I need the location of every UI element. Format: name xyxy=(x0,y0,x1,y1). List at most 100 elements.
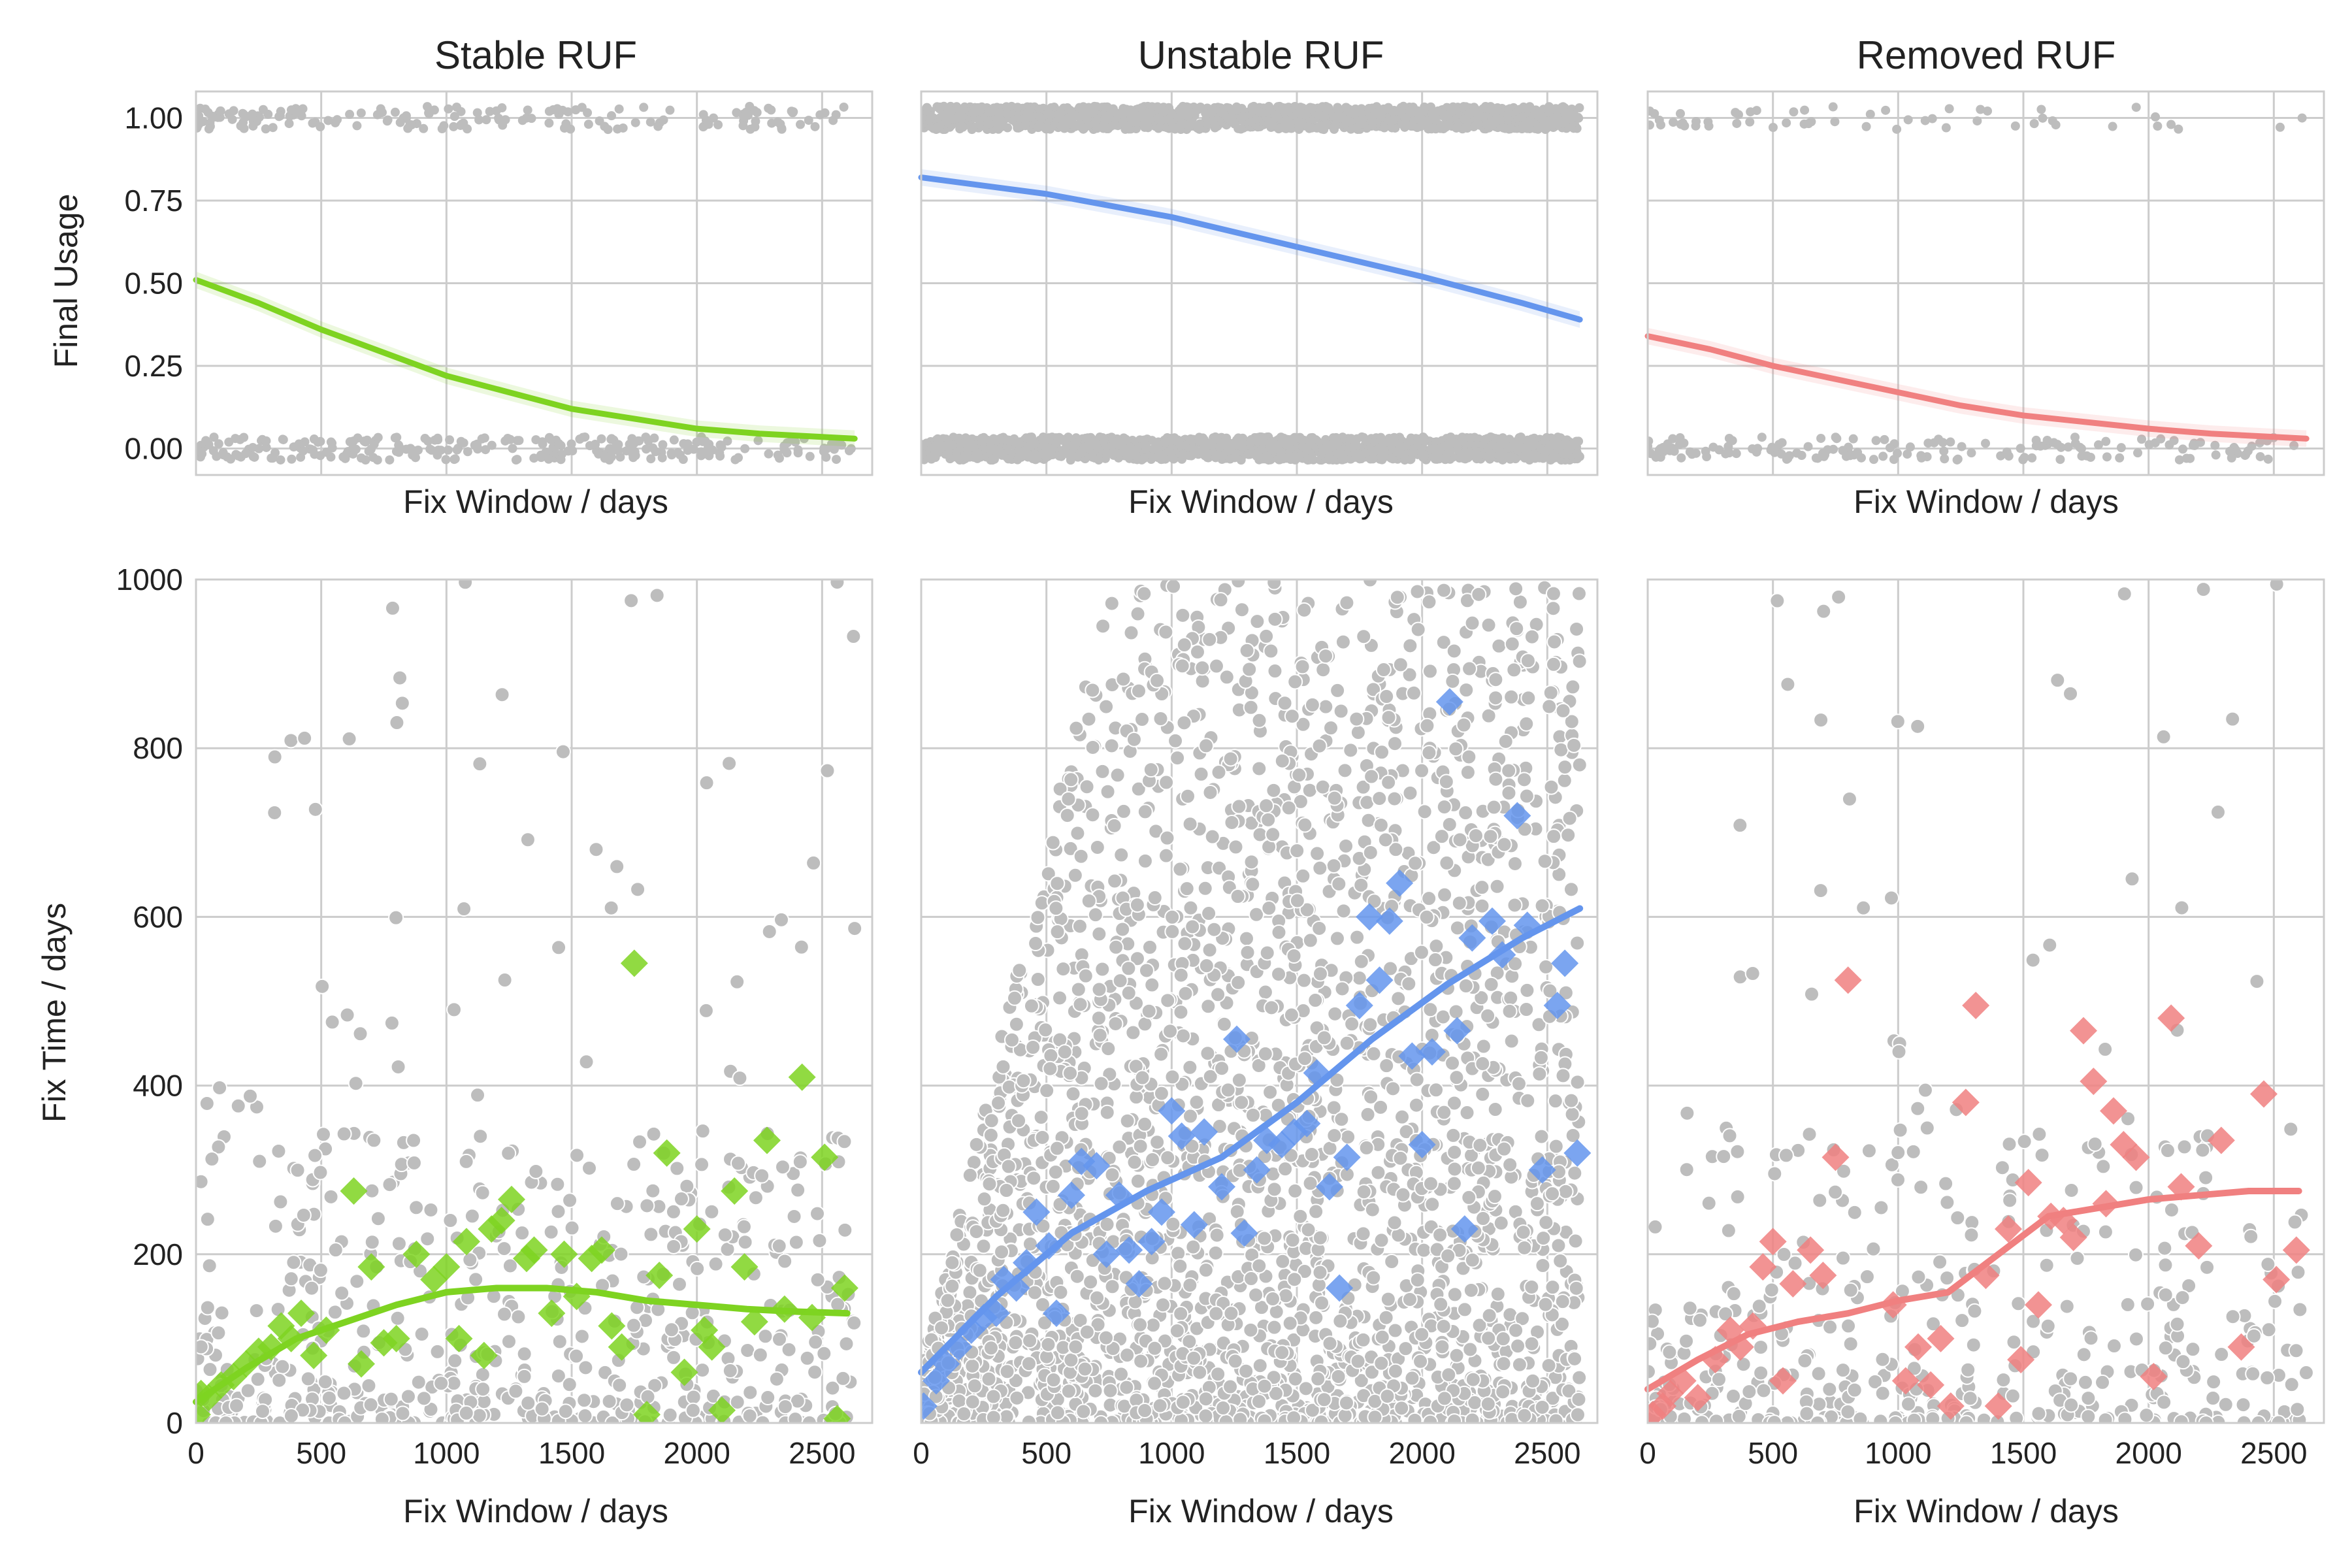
observation-point xyxy=(1503,105,1513,114)
observation-point xyxy=(394,448,404,457)
observation-point xyxy=(1126,114,1135,123)
observation-point xyxy=(500,115,510,125)
median-diamond xyxy=(788,1063,816,1091)
observation-point xyxy=(1848,434,1858,444)
observation-point xyxy=(388,909,404,926)
observation-point xyxy=(932,122,942,132)
observation-point xyxy=(248,121,258,131)
observation-point xyxy=(781,1341,797,1358)
observation-point xyxy=(446,1002,462,1018)
y-tick-label: 0.75 xyxy=(124,184,183,218)
observation-point xyxy=(685,1389,702,1405)
observation-point xyxy=(1123,123,1133,133)
observation-point xyxy=(238,108,248,118)
observation-point xyxy=(1226,438,1236,448)
observation-point xyxy=(645,1183,661,1199)
xlabel-top-removed: Fix Window / days xyxy=(1854,483,2119,520)
observation-point xyxy=(1211,453,1220,463)
observation-point xyxy=(363,1397,379,1413)
observation-point xyxy=(777,1399,793,1415)
scatter-points xyxy=(921,101,1584,465)
observation-point xyxy=(349,1273,365,1290)
title-removed-ruf: Removed RUF xyxy=(1857,33,2116,77)
title-stable-ruf: Stable RUF xyxy=(434,33,637,77)
observation-point xyxy=(361,1377,377,1394)
observation-point xyxy=(1331,436,1341,446)
observation-point xyxy=(1503,114,1512,124)
median-diamond xyxy=(608,1333,636,1361)
observation-point xyxy=(926,111,936,121)
observation-point xyxy=(975,120,985,129)
observation-point xyxy=(754,1168,770,1184)
observation-point xyxy=(1972,116,1982,126)
observation-point xyxy=(1669,446,1679,456)
observation-point xyxy=(1368,454,1378,464)
observation-point xyxy=(340,453,350,463)
observation-point xyxy=(204,124,214,134)
observation-point xyxy=(563,107,573,117)
observation-point xyxy=(1238,112,1248,122)
observation-point xyxy=(502,1258,518,1274)
observation-point xyxy=(764,449,774,459)
observation-point xyxy=(1311,435,1320,445)
observation-point xyxy=(1217,107,1226,117)
observation-point xyxy=(2102,452,2112,462)
observation-point xyxy=(1869,455,1879,465)
observation-point xyxy=(298,446,308,456)
observation-point xyxy=(1077,105,1087,115)
observation-point xyxy=(673,1191,689,1207)
observation-point xyxy=(704,1203,720,1220)
observation-point xyxy=(771,1331,787,1347)
observation-point xyxy=(1114,108,1124,118)
observation-point xyxy=(519,832,536,848)
plot-frame xyxy=(195,578,874,1424)
observation-point xyxy=(283,1408,299,1423)
observation-point xyxy=(550,1368,566,1384)
observation-point xyxy=(2181,453,2191,463)
observation-point xyxy=(204,1151,220,1168)
observation-point xyxy=(218,1415,234,1423)
observation-point xyxy=(1194,433,1204,442)
observation-point xyxy=(400,1388,416,1405)
observation-point xyxy=(1538,958,1554,975)
observation-point xyxy=(248,451,258,461)
observation-point xyxy=(2010,121,2020,131)
observation-point xyxy=(1804,119,1814,129)
observation-point xyxy=(267,1218,284,1234)
observation-point xyxy=(632,1134,648,1150)
observation-point xyxy=(2063,442,2073,452)
observation-point xyxy=(254,1403,270,1420)
observation-point xyxy=(1439,441,1449,451)
y-tick-label: 800 xyxy=(133,731,183,765)
observation-point xyxy=(1410,621,1426,638)
observation-point xyxy=(1465,433,1475,443)
observation-point xyxy=(979,433,988,442)
observation-point xyxy=(2027,453,2037,463)
observation-point xyxy=(788,1234,804,1250)
median-diamond xyxy=(498,1185,525,1213)
observation-point xyxy=(529,453,539,463)
observation-point xyxy=(1446,1286,1463,1303)
observation-point xyxy=(1376,433,1386,442)
observation-point xyxy=(1881,105,1891,115)
observation-point xyxy=(373,433,383,442)
observation-point xyxy=(474,1184,491,1201)
observation-point xyxy=(704,451,714,461)
observation-point xyxy=(569,1147,585,1164)
observation-point xyxy=(527,114,536,123)
observation-point xyxy=(1458,682,1475,698)
observation-point xyxy=(1820,450,1829,460)
observation-point xyxy=(392,670,408,686)
observation-point xyxy=(1340,454,1350,464)
observation-point xyxy=(1556,772,1573,789)
observation-point xyxy=(1152,711,1169,727)
observation-point xyxy=(2042,435,2052,445)
observation-point xyxy=(458,1153,474,1169)
observation-point xyxy=(544,118,554,128)
observation-point xyxy=(692,437,702,447)
observation-point xyxy=(1524,120,1534,129)
observation-point xyxy=(1509,440,1518,449)
observation-point xyxy=(771,1238,787,1254)
observation-point xyxy=(336,1126,352,1142)
observation-point xyxy=(1878,451,1888,461)
